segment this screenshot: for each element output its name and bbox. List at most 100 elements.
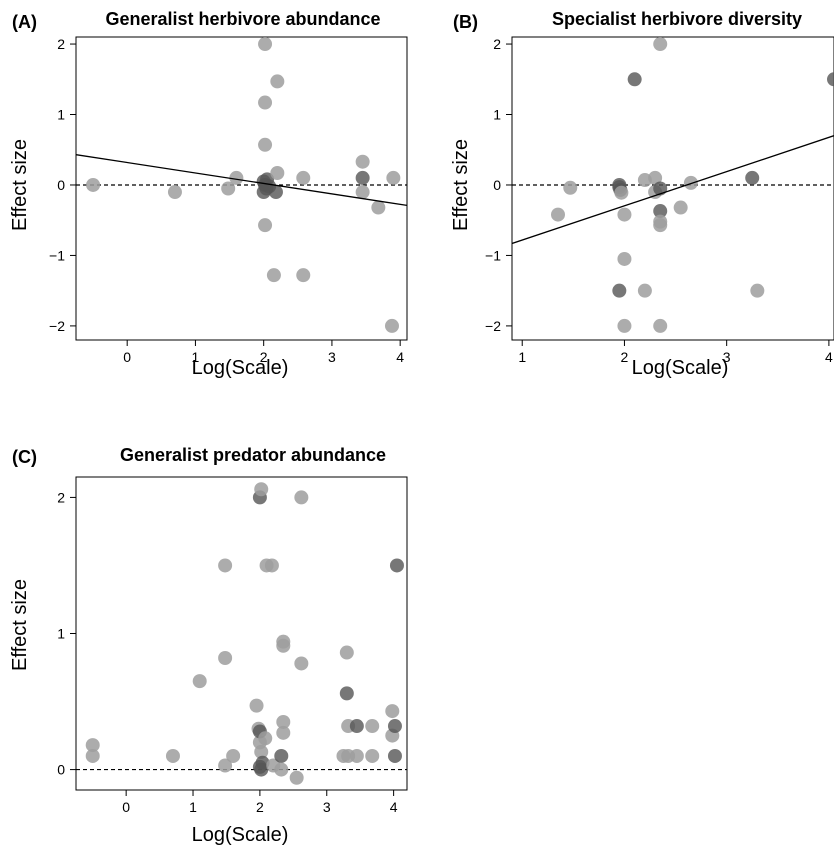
plot-frame — [75, 36, 408, 341]
data-point — [289, 770, 304, 785]
data-point — [276, 638, 291, 653]
data-point — [218, 650, 233, 665]
y-tick-label: −2 — [49, 318, 65, 334]
data-point — [365, 719, 380, 734]
data-point-dark — [274, 748, 289, 763]
data-point — [254, 482, 269, 497]
data-point-dark — [268, 185, 283, 200]
data-point-dark — [349, 719, 364, 734]
data-point — [276, 714, 291, 729]
panel-b-title: Specialist herbivore diversity — [552, 9, 802, 29]
data-point-dark — [653, 204, 668, 219]
y-tick-label: 1 — [493, 107, 501, 123]
x-tick-label: 4 — [390, 799, 398, 815]
panel-b-plot: 1 2 3 4 −2 −1 0 1 2 — [485, 36, 834, 365]
y-tick-label: 0 — [493, 177, 501, 193]
panel-b-xlabel: Log(Scale) — [632, 357, 729, 379]
data-point — [386, 170, 401, 185]
data-point — [551, 207, 565, 222]
data-point — [258, 731, 273, 746]
y-tick-label: 2 — [493, 36, 501, 52]
x-tick-label: 3 — [323, 799, 331, 815]
data-point — [385, 704, 400, 719]
data-point — [653, 37, 668, 52]
data-point-dark — [389, 558, 404, 573]
data-point — [294, 656, 309, 671]
data-point — [637, 283, 652, 298]
x-tick-label: 2 — [260, 349, 268, 365]
data-point-dark — [339, 686, 354, 701]
data-point — [617, 251, 632, 266]
data-point — [296, 170, 311, 185]
panel-a: (A) Generalist herbivore abundance Log(S… — [9, 9, 408, 379]
data-point-dark — [745, 170, 760, 185]
data-point — [258, 37, 273, 52]
panel-b: (B) Specialist herbivore diversity Log(S… — [450, 9, 834, 379]
panel-a-ylabel: Effect size — [9, 139, 31, 231]
data-point — [384, 318, 399, 333]
panel-c-ylabel: Effect size — [9, 579, 31, 671]
data-point — [266, 268, 281, 283]
data-point — [254, 744, 269, 759]
plot-marks — [76, 482, 407, 785]
x-tick-label: 1 — [189, 799, 197, 815]
y-tick-label: −1 — [49, 247, 65, 263]
data-point-dark — [387, 719, 402, 734]
data-point — [274, 762, 289, 777]
data-point — [563, 180, 578, 195]
data-point — [226, 748, 241, 763]
x-tick-label: 2 — [621, 349, 629, 365]
y-tick-label: 1 — [57, 626, 65, 642]
plot-frame — [75, 476, 408, 791]
panel-a-title: Generalist herbivore abundance — [105, 9, 380, 29]
data-point — [276, 725, 291, 740]
data-point — [258, 95, 273, 110]
x-tick-label: 1 — [518, 349, 526, 365]
data-point — [86, 177, 101, 192]
data-point-dark — [255, 755, 270, 770]
trend-line — [512, 135, 834, 245]
data-point — [750, 283, 765, 298]
data-point — [218, 758, 233, 773]
data-point — [296, 268, 311, 283]
x-tick-label: 4 — [825, 349, 833, 365]
y-tick-label: 0 — [57, 762, 65, 778]
panel-c-plot: 0 1 2 3 4 0 1 2 — [57, 476, 408, 815]
y-tick-label: 0 — [57, 177, 65, 193]
panel-a-letter: (A) — [12, 12, 37, 32]
plot-marks — [512, 37, 834, 333]
data-point — [355, 154, 370, 169]
y-tick-label: 2 — [57, 489, 65, 505]
panel-b-ylabel: Effect size — [450, 139, 472, 231]
data-point-dark — [355, 170, 370, 185]
data-point — [165, 748, 180, 763]
x-tick-label: 1 — [192, 349, 200, 365]
y-tick-label: 2 — [57, 36, 65, 52]
data-point — [648, 170, 663, 185]
plot-frame — [511, 36, 834, 341]
y-tick-label: −1 — [485, 247, 501, 263]
x-tick-label: 4 — [396, 349, 404, 365]
y-tick-label: 1 — [57, 107, 65, 123]
data-point — [653, 318, 668, 333]
data-point — [85, 748, 100, 763]
panel-c-xlabel: Log(Scale) — [192, 824, 289, 846]
panel-b-letter: (B) — [453, 12, 478, 32]
plot-marks — [76, 37, 407, 333]
panel-a-plot: 0 1 2 3 4 −2 −1 0 1 2 — [49, 36, 408, 365]
data-point — [617, 318, 632, 333]
data-point — [258, 137, 273, 152]
data-point — [221, 181, 236, 196]
x-tick-label: 3 — [328, 349, 336, 365]
data-point — [617, 207, 632, 222]
x-tick-label: 3 — [723, 349, 731, 365]
data-point — [192, 674, 207, 689]
y-tick-label: −2 — [485, 318, 501, 334]
data-point — [349, 748, 364, 763]
data-point — [653, 218, 668, 233]
data-point — [258, 218, 273, 233]
panel-a-xlabel: Log(Scale) — [192, 357, 289, 379]
data-point — [614, 185, 629, 200]
data-point-dark — [627, 72, 642, 87]
